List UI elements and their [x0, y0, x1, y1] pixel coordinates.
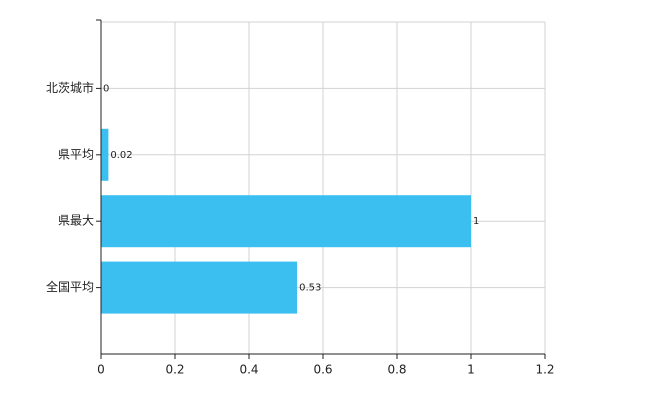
x-tick-label: 0.2: [165, 363, 184, 377]
bar: [101, 195, 471, 248]
y-tick-label: 全国平均: [46, 279, 94, 294]
x-tick-label: 0.4: [239, 363, 258, 377]
value-label: 0.02: [110, 150, 132, 161]
y-tick-label: 県最大: [58, 214, 94, 228]
y-tick-label: 県平均: [58, 147, 94, 161]
value-label: 0: [103, 83, 109, 94]
value-label: 1: [473, 216, 479, 227]
x-tick-label: 1.2: [535, 363, 554, 377]
bar: [101, 261, 298, 314]
x-tick-label: 0.6: [313, 363, 332, 377]
x-tick-label: 0: [97, 363, 105, 377]
x-tick-label: 0.8: [387, 363, 406, 377]
y-tick-label: 北茨城市: [46, 80, 94, 95]
x-tick-label: 1: [467, 363, 475, 377]
bar: [101, 128, 109, 181]
value-label: 0.53: [299, 283, 321, 294]
